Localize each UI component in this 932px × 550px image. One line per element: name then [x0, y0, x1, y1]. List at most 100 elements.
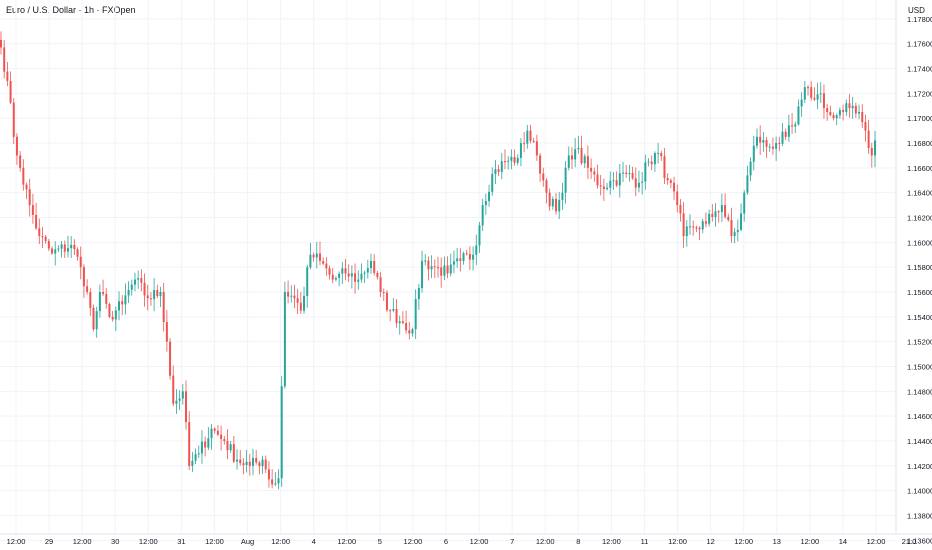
candle-body: [140, 278, 143, 283]
time-axis[interactable]: 12:00 29 12:00 30 12:00 31 12:00 Aug 12:00 4 12:00…: [7, 537, 917, 546]
candle-body: [794, 124, 797, 127]
candle: [596, 164, 599, 189]
candle-body: [296, 298, 299, 303]
candle: [114, 306, 117, 331]
candle-body: [781, 131, 784, 144]
candle: [781, 123, 784, 147]
candle-body: [765, 140, 768, 147]
candle: [653, 151, 656, 172]
candle-body: [172, 375, 175, 404]
candle: [459, 248, 462, 272]
candle-body: [838, 110, 841, 116]
candle: [583, 153, 586, 168]
candle-body: [513, 156, 516, 163]
candle-body: [676, 191, 679, 206]
candle: [555, 192, 558, 215]
x-tick-label: 13: [773, 537, 781, 546]
x-tick-label: 12:00: [602, 537, 621, 546]
candle: [832, 112, 835, 121]
candle-body: [858, 111, 861, 114]
x-tick-label: 30: [111, 537, 119, 546]
candle-body: [826, 108, 829, 112]
x-tick-label: 12:00: [734, 537, 753, 546]
candle: [271, 469, 274, 489]
candle-body: [309, 254, 312, 268]
candle: [456, 247, 459, 268]
candle: [370, 253, 373, 274]
candle: [149, 292, 152, 306]
candle-body: [315, 253, 318, 258]
candle-body: [261, 459, 264, 467]
candle: [475, 234, 478, 266]
candle: [586, 145, 589, 180]
candle: [685, 220, 688, 247]
candle-body: [459, 258, 462, 261]
candle: [829, 105, 832, 117]
candle: [322, 257, 325, 266]
candle: [287, 280, 290, 304]
candle: [325, 257, 328, 276]
candle: [618, 164, 621, 198]
candle: [220, 425, 223, 451]
candle: [526, 125, 529, 149]
candle: [401, 311, 404, 325]
candle: [628, 164, 631, 182]
candle: [424, 254, 427, 266]
candle-body: [494, 169, 497, 175]
candle: [762, 131, 765, 152]
candle-body: [791, 125, 794, 127]
candle: [851, 96, 854, 119]
candle: [242, 458, 245, 475]
x-tick-label: 12:00: [139, 537, 158, 546]
candle-body: [867, 130, 870, 148]
candle-body: [277, 478, 280, 484]
candle-body: [6, 71, 9, 81]
candle: [376, 270, 379, 280]
candle: [771, 137, 774, 155]
candle: [261, 455, 264, 474]
candle-body: [318, 253, 321, 261]
candle-body: [570, 155, 573, 160]
candle: [497, 164, 500, 176]
candle: [567, 146, 570, 171]
candle-body: [306, 267, 309, 296]
candle: [503, 149, 506, 170]
candle: [290, 285, 293, 303]
candle-body: [816, 94, 819, 100]
price-axis[interactable]: 1.17800 1.17600 1.17400 1.17200 1.17000 1.168…: [907, 15, 932, 545]
candle: [602, 178, 605, 201]
candle-body: [328, 268, 331, 275]
candle-body: [236, 459, 239, 462]
candle: [590, 158, 593, 179]
candle: [826, 103, 829, 121]
candle-body: [634, 178, 637, 188]
x-tick-label: 31: [177, 537, 185, 546]
candle: [749, 157, 752, 182]
candle-body: [727, 216, 730, 221]
y-tick-label: 1.15200: [907, 338, 932, 347]
candle-body: [663, 156, 666, 179]
candle-body: [848, 103, 851, 109]
candle-body: [625, 172, 628, 175]
candle: [484, 193, 487, 215]
x-tick-label: 12:00: [668, 537, 687, 546]
candle-body: [456, 258, 459, 262]
candle-body: [564, 167, 567, 193]
candle: [245, 449, 248, 473]
candle: [389, 308, 392, 322]
candle-body: [322, 260, 325, 264]
candle-body: [31, 205, 34, 215]
candle-body: [430, 266, 433, 270]
x-tick-label: 12:00: [867, 537, 886, 546]
candle-layer: [0, 31, 876, 490]
candle-body: [673, 182, 676, 192]
candle: [15, 133, 18, 165]
candle-body: [35, 214, 38, 229]
y-tick-label: 1.17400: [907, 65, 932, 74]
candle: [66, 235, 69, 258]
candle: [551, 196, 554, 210]
candle-body: [232, 444, 235, 462]
candle-body: [408, 330, 411, 334]
x-tick-label: 12:00: [7, 537, 26, 546]
